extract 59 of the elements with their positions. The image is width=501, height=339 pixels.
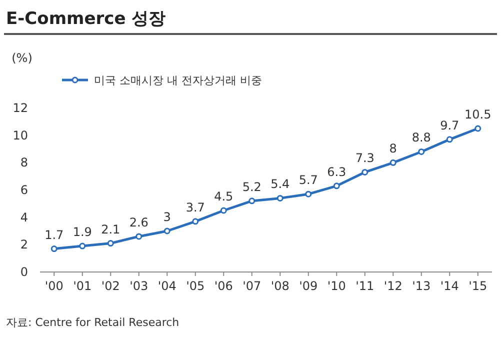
point (446, 136, 453, 143)
point (418, 148, 425, 155)
legend-label: 미국 소매시장 내 전자상거래 비중 (94, 74, 262, 87)
x-tick-label: '15 (468, 279, 488, 293)
y-tick-label: 8 (20, 156, 28, 170)
point (474, 125, 482, 132)
point (220, 207, 227, 214)
x-tick-label: '07 (242, 279, 262, 293)
data-label: 5.7 (298, 173, 318, 188)
x-tick-label: '03 (130, 279, 148, 293)
x-tick-label: '14 (440, 279, 459, 293)
point (305, 190, 312, 198)
x-tick-label: '09 (299, 279, 318, 293)
point (50, 246, 58, 252)
point (333, 182, 340, 190)
x-tick-label: '13 (412, 279, 431, 293)
point (136, 233, 142, 240)
data-label: 1.7 (44, 228, 64, 242)
y-tick-label: 4 (20, 210, 28, 224)
point (79, 242, 86, 250)
y-tick-label: 0 (20, 265, 28, 279)
y-tick-label: 6 (20, 183, 28, 197)
chart-title: E-Commerce 성장 (6, 9, 166, 29)
data-label: 3.7 (186, 200, 205, 214)
data-label: 8 (389, 142, 397, 156)
x-tick-label: '05 (186, 279, 205, 293)
point (107, 240, 114, 247)
data-label: 9.7 (440, 118, 460, 132)
data-label: 1.9 (72, 225, 92, 240)
data-label: 2.1 (101, 222, 120, 236)
data-label: 5.4 (270, 177, 290, 192)
point (248, 198, 256, 204)
data-label: 10.5 (464, 108, 492, 122)
y-tick-label: 12 (12, 101, 28, 115)
point (362, 168, 368, 176)
y-tick-label: 2 (20, 238, 28, 252)
x-tick-label: '10 (327, 279, 346, 293)
data-label: 4.5 (214, 190, 234, 204)
point (164, 228, 170, 234)
data-label: 7.3 (355, 151, 374, 166)
data-label: 5.2 (242, 180, 262, 194)
data-label: 8.8 (412, 130, 431, 145)
data-label: 2.6 (129, 215, 148, 230)
x-tick-label: '01 (73, 279, 92, 293)
point (192, 218, 199, 225)
data-label: 6.3 (327, 164, 346, 179)
y-tick-label: 10 (12, 128, 28, 142)
data-label: 3 (163, 210, 171, 224)
x-tick-label: '11 (356, 279, 374, 293)
x-tick-label: '08 (270, 279, 290, 293)
point (276, 194, 284, 202)
text: 자료: Centre for Retail Research (6, 316, 180, 329)
x-tick-label: '06 (214, 279, 233, 293)
y-axis-title: (%) (12, 51, 32, 65)
x-tick-label: '12 (384, 279, 402, 293)
x-tick-label: '00 (44, 279, 64, 293)
point (390, 159, 396, 166)
x-tick-label: '02 (101, 279, 120, 293)
x-tick-label: '04 (158, 279, 176, 293)
